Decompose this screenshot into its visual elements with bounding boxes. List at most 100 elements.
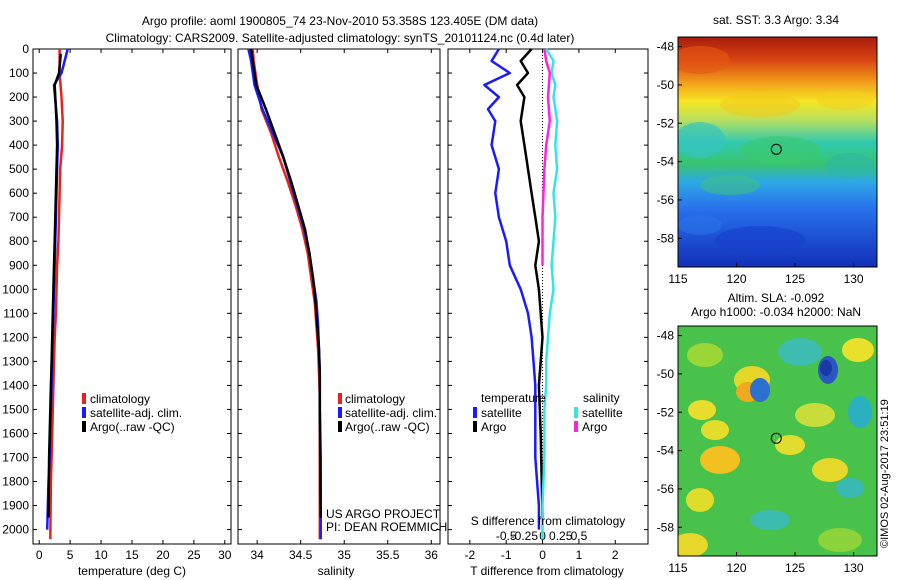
legend-swatch-sal-satellite: [574, 407, 578, 418]
difference-xlabel: T difference from climatology: [470, 564, 624, 578]
legend-label-climatology: climatology: [90, 392, 150, 406]
legend-swatch-satellite: [338, 407, 342, 418]
y-tick-label: 1900: [2, 499, 29, 513]
y-tick-label: 1500: [2, 402, 29, 416]
x-tick-label: 15: [125, 548, 139, 562]
map-x-tick-label: 130: [844, 561, 864, 575]
salinity-legend: climatology satellite-adj. clim. Argo(..…: [338, 392, 437, 434]
legend-label-sal-satellite: satellite: [582, 406, 623, 420]
y-tick-label: 2000: [2, 523, 29, 537]
x-tick-label: 35: [338, 548, 352, 562]
figure-title-line2: Climatology: CARS2009. Satellite-adjuste…: [106, 31, 575, 45]
map-y-tick-label: -56: [657, 482, 675, 496]
legend-swatch-argo: [338, 421, 342, 432]
map-y-tick-label: -48: [657, 329, 675, 343]
x-tick-label: 2: [612, 548, 619, 562]
y-tick-label: 900: [9, 258, 29, 272]
series-line-temperature-argo: [515, 48, 544, 518]
legend-title-salinity: salinity: [583, 391, 620, 405]
temperature-panel: 0100200300400500600700800900100011001200…: [2, 42, 232, 578]
y-tick-label: 500: [9, 162, 29, 176]
salinity-xlabel: salinity: [318, 564, 355, 578]
map-x-tick-label: 130: [844, 272, 864, 286]
salinity-panel: 34 34.5 35 35.5 36 climatology satellite-adj…: [237, 48, 447, 578]
difference-legend: temperature satellite Argo salinity sate…: [473, 391, 623, 434]
sla-map-title: Altim. SLA: -0.092: [728, 291, 825, 305]
legend-swatch-temp-argo: [473, 421, 477, 432]
map-y-tick-label: -50: [657, 78, 675, 92]
x-tick-label: 10: [94, 548, 108, 562]
legend-title-temperature: temperature: [481, 391, 546, 405]
y-tick-label: 1000: [2, 282, 29, 296]
series-line-argo-raw-qc-: [249, 48, 322, 518]
y-tick-label: 1100: [3, 306, 29, 320]
series-line-climatology: [49, 49, 64, 540]
map-y-tick-label: -54: [657, 155, 675, 169]
y-tick-label: 800: [9, 234, 29, 248]
legend-label-satellite: satellite-adj. clim.: [90, 406, 182, 420]
x-tick-label: 36: [425, 548, 439, 562]
x-tick-label: 20: [156, 548, 170, 562]
credit-pi: PI: DEAN ROEMMICH: [326, 520, 447, 534]
y-tick-label: 300: [9, 114, 29, 128]
map-x-tick-label: 125: [785, 272, 805, 286]
map-y-tick-label: -56: [657, 193, 675, 207]
map-x-tick-label: 115: [668, 272, 687, 286]
legend-label-climatology: climatology: [345, 392, 405, 406]
sla-texture: [678, 338, 874, 556]
y-tick-label: 100: [9, 66, 29, 80]
y-tick-label: 700: [9, 210, 29, 224]
map-y-tick-label: -58: [657, 520, 675, 534]
map-x-tick-label: 120: [727, 561, 747, 575]
legend-swatch-argo: [82, 421, 86, 432]
map-x-tick-label: 120: [727, 272, 747, 286]
map-y-tick-label: -52: [657, 116, 675, 130]
x-top-tick-label: 0.5: [571, 529, 588, 543]
y-tick-label: 1300: [2, 354, 29, 368]
map-y-tick-label: -54: [657, 444, 675, 458]
y-tick-label: 1800: [2, 475, 29, 489]
legend-label-temp-argo: Argo: [481, 420, 507, 434]
legend-swatch-satellite: [82, 407, 86, 418]
series-line-salinity-satellite: [541, 48, 559, 540]
series-line-temperature-satellite: [483, 48, 541, 530]
y-tick-label: 400: [9, 138, 29, 152]
sst-map-frame: [677, 36, 878, 268]
legend-swatch-climatology: [338, 393, 342, 404]
x-top-tick-label: -0.5: [496, 529, 517, 543]
x-tick-label: 34.5: [289, 548, 313, 562]
sst-map-panel: sat. SST: 3.3 Argo: 3.34 -48 -50 -52 -54 -56…: [657, 13, 878, 286]
x-tick-label: 5: [67, 548, 74, 562]
sst-map-title: sat. SST: 3.3 Argo: 3.34: [713, 13, 839, 27]
map-y-tick-label: -50: [657, 367, 675, 381]
sla-map-frame: [677, 325, 878, 557]
x-tick-label: -2: [464, 548, 475, 562]
legend-label-argo: Argo(..raw -QC): [345, 420, 430, 434]
difference-plot-frame: [447, 48, 649, 545]
y-tick-label: 1200: [2, 330, 29, 344]
sla-map-subtitle: Argo h1000: -0.034 h2000: NaN: [691, 305, 861, 319]
map-x-tick-label: 115: [668, 561, 687, 575]
x-tick-label: 35.5: [376, 548, 400, 562]
x-top-tick-label: -0.25: [511, 529, 539, 543]
x-tick-label: 0: [539, 548, 546, 562]
series-line-salinity-argo: [541, 48, 552, 266]
imos-stamp: ©IMOS 02-Aug-2017 23:51:19: [879, 399, 891, 548]
y-tick-label: 200: [9, 90, 29, 104]
sst-texture: [678, 46, 875, 254]
map-x-tick-label: 125: [785, 561, 805, 575]
legend-swatch-sal-argo: [574, 421, 578, 432]
figure-title-line1: Argo profile: aoml 1900805_74 23-Nov-201…: [142, 14, 538, 28]
map-y-tick-label: -52: [657, 405, 675, 419]
legend-label-argo: Argo(..raw -QC): [90, 420, 175, 434]
legend-label-satellite: satellite-adj. clim.: [345, 406, 437, 420]
credit-project: US ARGO PROJECT: [326, 507, 441, 521]
temperature-plot-frame: [32, 48, 232, 545]
temperature-legend: climatology satellite-adj. clim. Argo(..…: [82, 392, 182, 434]
argo-location-marker: [770, 432, 782, 444]
y-tick-label: 1700: [2, 450, 29, 464]
x-tick-label: 1: [576, 548, 583, 562]
legend-label-temp-satellite: satellite: [481, 406, 522, 420]
